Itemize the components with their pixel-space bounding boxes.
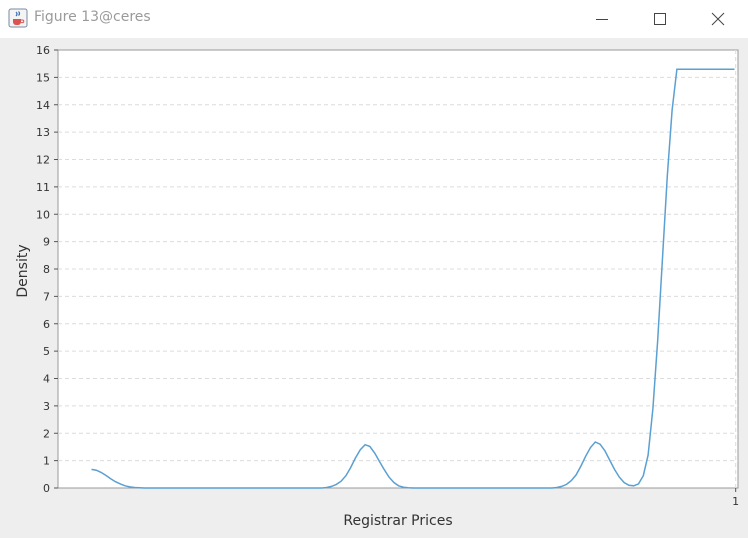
x-tick-label: 1 <box>732 495 739 508</box>
figure-canvas: 0 1 2 3 4 5 6 7 8 9 10 11 12 13 14 15 16 1 Density Regis… <box>0 38 748 538</box>
y-tick-label: 6 <box>43 318 50 331</box>
y-tick-label: 15 <box>36 71 50 84</box>
y-tick-label: 11 <box>36 181 50 194</box>
y-tick-label: 0 <box>43 482 50 495</box>
density-line <box>91 68 735 489</box>
close-icon <box>711 12 725 26</box>
minimize-icon <box>596 19 608 20</box>
java-coffee-cup-icon <box>8 8 28 28</box>
y-tick-label: 4 <box>43 373 50 386</box>
y-tick-label: 7 <box>43 290 50 303</box>
close-button[interactable] <box>689 0 747 38</box>
y-tick-label: 14 <box>36 99 50 112</box>
y-tick-label: 5 <box>43 345 50 358</box>
y-tick-label: 3 <box>43 400 50 413</box>
grid <box>58 50 738 488</box>
x-axis-ticks: 1 <box>732 488 739 508</box>
window-titlebar: Figure 13@ceres <box>0 0 748 38</box>
y-tick-label: 8 <box>43 263 50 276</box>
y-tick-label: 9 <box>43 236 50 249</box>
y-tick-label: 1 <box>43 455 50 468</box>
window-title: Figure 13@ceres <box>34 9 151 25</box>
y-tick-label: 13 <box>36 126 50 139</box>
maximize-icon <box>654 13 666 25</box>
x-axis-label: Registrar Prices <box>343 513 452 529</box>
y-tick-label: 16 <box>36 44 50 57</box>
y-tick-label: 10 <box>36 208 50 221</box>
y-tick-label: 12 <box>36 154 50 167</box>
y-tick-label: 2 <box>43 427 50 440</box>
minimize-button[interactable] <box>573 0 631 38</box>
maximize-button[interactable] <box>631 0 689 38</box>
y-axis-label: Density <box>15 244 31 297</box>
